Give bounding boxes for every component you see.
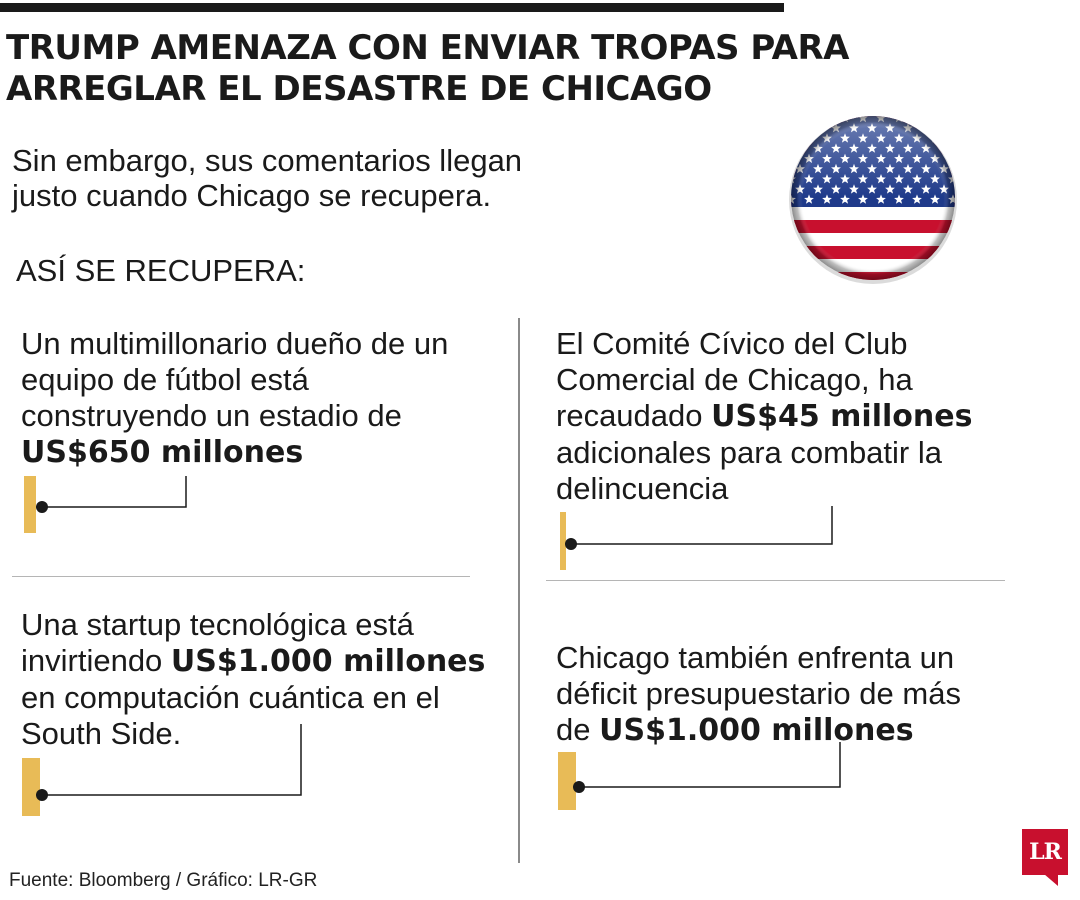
top-rule bbox=[0, 3, 784, 12]
subhead-line-1: Sin embargo, sus comentarios llegan bbox=[12, 143, 523, 178]
flag-star bbox=[930, 116, 940, 123]
lr-logo-tail bbox=[1044, 874, 1058, 886]
flag-star bbox=[791, 116, 796, 123]
connector-line bbox=[571, 506, 833, 545]
flag-star bbox=[791, 133, 796, 143]
fact-stadium-connector bbox=[24, 476, 187, 533]
headline: TRUMP AMENAZA CON ENVIAR TROPAS PARA ARR… bbox=[6, 28, 849, 110]
fact-civic-line-4: adicionales para combatir la bbox=[556, 435, 942, 470]
fact-stadium-line-2: equipo de fútbol está bbox=[21, 362, 309, 397]
fact-civic-amount: US$45 millones bbox=[711, 399, 973, 434]
fact-civic-line-2: Comercial de Chicago, ha bbox=[556, 362, 913, 397]
fact-startup: Una startup tecnológica está invirtiendo… bbox=[21, 607, 485, 752]
flag-star bbox=[939, 123, 949, 133]
flag-star bbox=[948, 153, 955, 163]
subhead-line-2: justo cuando Chicago se recupera. bbox=[12, 178, 492, 213]
flag-star bbox=[804, 133, 814, 143]
fact-startup-line-1: Una startup tecnológica está bbox=[21, 607, 414, 642]
flag-star bbox=[921, 123, 931, 133]
accent-bar bbox=[558, 752, 576, 810]
fact-stadium-amount: US$650 millones bbox=[21, 435, 304, 470]
flag-star bbox=[791, 153, 796, 163]
fact-civic: El Comité Cívico del Club Comercial de C… bbox=[556, 326, 972, 507]
row-divider-right bbox=[546, 580, 1005, 581]
section-label: ASÍ SE RECUPERA: bbox=[16, 253, 306, 288]
flag-star bbox=[813, 123, 823, 133]
source-credit: Fuente: Bloomberg / Gráfico: LR-GR bbox=[9, 870, 318, 891]
us-flag-icon bbox=[789, 116, 957, 284]
headline-line-1: TRUMP AMENAZA CON ENVIAR TROPAS PARA bbox=[6, 28, 849, 68]
fact-startup-line-3: en computación cuántica en el bbox=[21, 680, 440, 715]
fact-civic-line-3: recaudado bbox=[556, 398, 712, 433]
connector-line bbox=[42, 724, 302, 796]
fact-deficit-connector bbox=[558, 742, 841, 810]
lr-logo-icon: LR bbox=[1022, 829, 1068, 875]
fact-stadium: Un multimillonario dueño de un equipo de… bbox=[21, 326, 448, 471]
fact-deficit-line-2: déficit presupuestario de más bbox=[556, 676, 961, 711]
fact-stadium-line-1: Un multimillonario dueño de un bbox=[21, 326, 449, 361]
accent-bar bbox=[24, 476, 36, 533]
connector-line bbox=[42, 476, 187, 508]
fact-deficit-amount: US$1.000 millones bbox=[599, 713, 914, 748]
accent-bar bbox=[560, 512, 566, 570]
flag-star bbox=[822, 116, 832, 123]
fact-civic-line-1: El Comité Cívico del Club bbox=[556, 326, 908, 361]
fact-civic-connector bbox=[560, 506, 833, 570]
flag-star bbox=[912, 116, 922, 123]
flag-star bbox=[795, 123, 805, 133]
fact-startup-connector bbox=[22, 724, 302, 816]
flag-star bbox=[948, 116, 955, 123]
flag-star bbox=[804, 116, 814, 123]
fact-startup-line-4: South Side. bbox=[21, 716, 182, 751]
fact-civic-line-5: delincuencia bbox=[556, 471, 729, 506]
accent-bar bbox=[22, 758, 40, 816]
fact-deficit-line-3: de bbox=[556, 712, 600, 747]
subhead: Sin embargo, sus comentarios llegan just… bbox=[12, 143, 592, 213]
row-divider-left bbox=[12, 576, 470, 577]
fact-stadium-line-3: construyendo un estadio de bbox=[21, 398, 402, 433]
fact-deficit-line-1: Chicago también enfrenta un bbox=[556, 640, 955, 675]
fact-deficit: Chicago también enfrenta un déficit pres… bbox=[556, 640, 961, 749]
flag-star bbox=[948, 133, 955, 143]
flag-star bbox=[795, 143, 805, 153]
fact-startup-amount: US$1.000 millones bbox=[170, 644, 486, 679]
fact-startup-line-2: invirtiendo bbox=[21, 643, 171, 678]
connector-line bbox=[579, 742, 841, 788]
column-divider bbox=[518, 318, 520, 863]
headline-line-2: ARREGLAR EL DESASTRE DE CHICAGO bbox=[6, 69, 712, 109]
